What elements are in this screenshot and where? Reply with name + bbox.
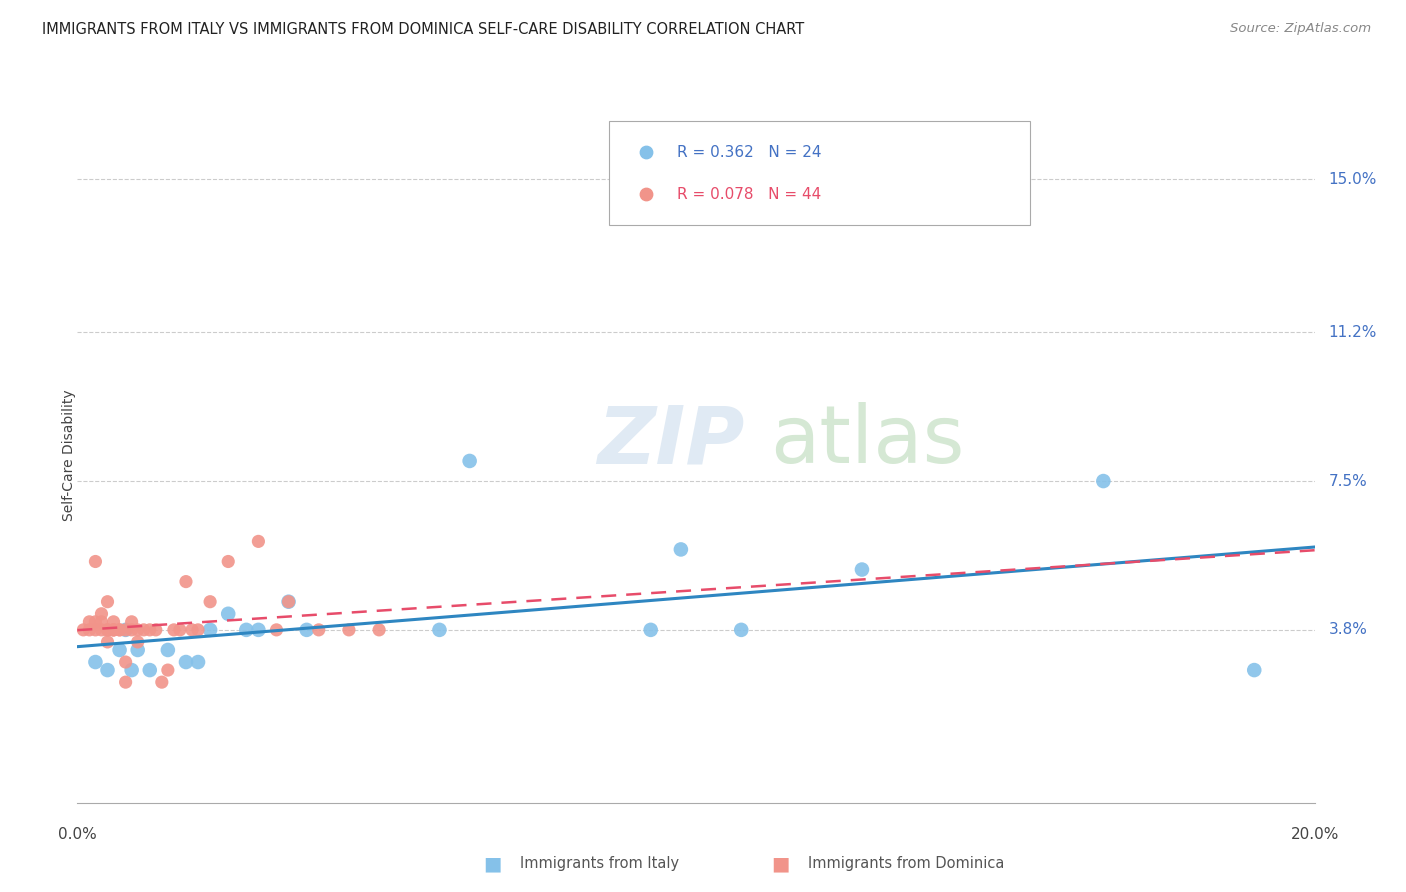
Point [429, 623, 451, 637]
Point [163, 623, 186, 637]
Point [150, 675, 173, 690]
Text: ■: ■ [770, 854, 790, 873]
Point [72, 623, 94, 637]
Point [368, 623, 391, 637]
FancyBboxPatch shape [609, 121, 1031, 226]
Point [187, 655, 209, 669]
Point [247, 623, 270, 637]
Point [103, 623, 125, 637]
Point [217, 607, 239, 621]
Point [96, 623, 118, 637]
Text: R = 0.362   N = 24: R = 0.362 N = 24 [678, 145, 823, 160]
Point [114, 655, 136, 669]
Point [96, 595, 118, 609]
Point [90, 607, 112, 621]
Point [217, 554, 239, 568]
Point [90, 615, 112, 629]
Point [156, 643, 179, 657]
Point [96, 623, 118, 637]
Text: 11.2%: 11.2% [1329, 325, 1376, 340]
Point [90, 623, 112, 637]
Point [96, 635, 118, 649]
Point [198, 595, 221, 609]
Point [139, 623, 162, 637]
Point [295, 623, 318, 637]
Point [108, 623, 131, 637]
Point [730, 623, 752, 637]
Point [277, 595, 299, 609]
Point [79, 623, 101, 637]
Text: ZIP: ZIP [598, 402, 744, 480]
Point [84, 615, 107, 629]
Point [84, 554, 107, 568]
Text: Immigrants from Italy: Immigrants from Italy [520, 856, 679, 871]
Point [79, 615, 101, 629]
Point [174, 655, 197, 669]
Point [108, 643, 131, 657]
Point [235, 623, 257, 637]
Text: atlas: atlas [770, 402, 965, 480]
Point [108, 623, 131, 637]
Point [640, 623, 662, 637]
Point [458, 454, 481, 468]
Point [1243, 663, 1265, 677]
Point [266, 623, 288, 637]
Point [103, 623, 125, 637]
Text: 0.0%: 0.0% [58, 827, 97, 841]
Point [121, 663, 143, 677]
Point [247, 534, 270, 549]
Text: Source: ZipAtlas.com: Source: ZipAtlas.com [1230, 22, 1371, 36]
Text: 15.0%: 15.0% [1329, 172, 1376, 187]
Y-axis label: Self-Care Disability: Self-Care Disability [62, 389, 76, 521]
Point [103, 615, 125, 629]
Point [127, 643, 149, 657]
Point [851, 562, 873, 576]
Point [156, 663, 179, 677]
Point [198, 623, 221, 637]
Point [277, 595, 299, 609]
Text: R = 0.078   N = 44: R = 0.078 N = 44 [678, 186, 821, 202]
Point [121, 623, 143, 637]
Point [174, 574, 197, 589]
Point [127, 623, 149, 637]
Point [308, 623, 330, 637]
Text: ■: ■ [482, 854, 502, 873]
Point [139, 663, 162, 677]
Point [84, 623, 107, 637]
Point [132, 623, 155, 637]
Point [103, 623, 125, 637]
Text: 3.8%: 3.8% [1329, 623, 1368, 638]
Point [114, 623, 136, 637]
Point [169, 623, 191, 637]
Point [145, 623, 167, 637]
Point [114, 623, 136, 637]
Point [181, 623, 204, 637]
Point [1092, 474, 1115, 488]
Text: Immigrants from Dominica: Immigrants from Dominica [808, 856, 1005, 871]
Point [337, 623, 360, 637]
Point [121, 615, 143, 629]
Point [187, 623, 209, 637]
Text: 7.5%: 7.5% [1329, 474, 1368, 489]
Point [114, 675, 136, 690]
Point [127, 635, 149, 649]
Point [84, 655, 107, 669]
Text: 20.0%: 20.0% [1291, 827, 1339, 841]
Point [96, 663, 118, 677]
Point [669, 542, 692, 557]
Text: IMMIGRANTS FROM ITALY VS IMMIGRANTS FROM DOMINICA SELF-CARE DISABILITY CORRELATI: IMMIGRANTS FROM ITALY VS IMMIGRANTS FROM… [42, 22, 804, 37]
